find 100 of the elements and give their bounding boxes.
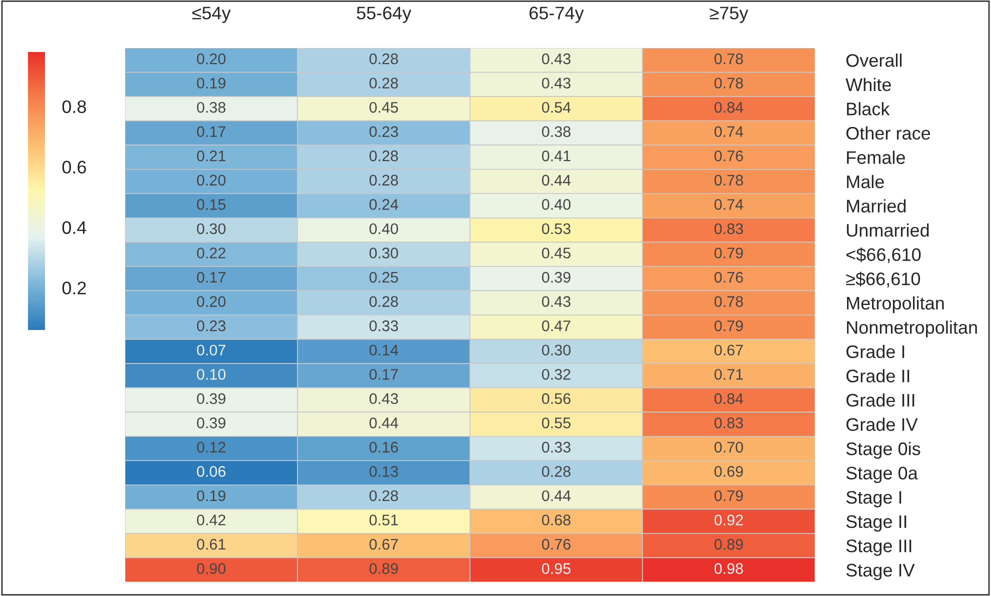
x-tick-label: ≤54y xyxy=(192,6,231,23)
color-bar-label: 0.4 xyxy=(62,221,86,234)
data-label: 0.17 xyxy=(196,126,226,138)
data-label: 0.79 xyxy=(714,490,743,502)
data-label: 0.39 xyxy=(196,393,226,404)
data-label: 0.90 xyxy=(196,563,226,574)
data-label: 0.79 xyxy=(714,248,743,258)
data-label: 0.17 xyxy=(196,272,226,283)
y-tick-label: Stage IV xyxy=(846,564,915,580)
data-label: 0.89 xyxy=(714,538,743,550)
data-label: 0.24 xyxy=(369,199,398,210)
data-label: 0.67 xyxy=(714,344,743,356)
data-label: 0.21 xyxy=(196,150,226,162)
color-bar-label: 0.6 xyxy=(62,160,86,174)
y-tick-label: Other race xyxy=(846,126,930,140)
data-label: 0.78 xyxy=(714,296,743,307)
data-label: 0.43 xyxy=(542,78,570,89)
data-label: 0.28 xyxy=(542,466,570,477)
data-label: 0.47 xyxy=(542,320,570,332)
data-label: 0.28 xyxy=(369,490,398,502)
data-label: 0.39 xyxy=(196,418,226,428)
data-label: 0.30 xyxy=(369,248,398,258)
data-label: 0.39 xyxy=(542,272,570,283)
data-label: 0.19 xyxy=(196,490,226,502)
data-label: 0.45 xyxy=(369,102,398,113)
data-label: 0.20 xyxy=(196,296,226,307)
data-label: 0.16 xyxy=(369,442,398,453)
data-label: 0.78 xyxy=(714,53,743,64)
data-label: 0.89 xyxy=(369,563,398,574)
y-tick-label: Metropolitan xyxy=(847,296,944,314)
data-label: 0.98 xyxy=(714,563,743,574)
data-label: 0.28 xyxy=(369,296,398,307)
data-label: 0.10 xyxy=(196,368,226,380)
data-label: 0.43 xyxy=(369,393,398,404)
y-tick-label: Grade II xyxy=(846,369,910,382)
data-label: 0.25 xyxy=(369,272,398,283)
data-label: 0.13 xyxy=(369,466,398,477)
data-label: 0.32 xyxy=(542,368,570,380)
y-tick-label: Nonmetropolitan xyxy=(847,320,977,338)
data-label: 0.28 xyxy=(369,53,398,64)
data-label: 0.51 xyxy=(369,514,398,526)
y-tick-label: Married xyxy=(847,199,906,212)
x-tick-label: 65-74y xyxy=(530,6,584,23)
y-tick-label: ≥$66,610 xyxy=(846,272,920,288)
y-tick-label: Overall xyxy=(846,54,902,67)
data-label: 0.84 xyxy=(714,393,744,404)
y-tick-label: Grade IV xyxy=(846,418,918,431)
y-tick-label: Stage I xyxy=(846,490,902,508)
data-label: 0.23 xyxy=(196,320,226,332)
data-label: 0.44 xyxy=(542,490,571,502)
data-label: 0.38 xyxy=(196,102,226,113)
data-label: 0.20 xyxy=(196,174,226,186)
y-tick-label: Black xyxy=(847,102,890,116)
y-tick-label: Grade III xyxy=(846,393,914,407)
data-label: 0.14 xyxy=(369,344,398,356)
data-label: 0.55 xyxy=(542,418,570,428)
data-label: 0.69 xyxy=(714,466,743,477)
data-label: 0.19 xyxy=(196,78,226,89)
y-tick-label: Female xyxy=(847,150,905,164)
data-label: 0.28 xyxy=(369,174,398,186)
data-label: 0.70 xyxy=(714,442,744,453)
data-label: 0.67 xyxy=(369,538,398,550)
data-label: 0.40 xyxy=(369,223,398,234)
data-label: 0.78 xyxy=(714,174,743,186)
data-label: 0.40 xyxy=(542,199,571,210)
data-label: 0.38 xyxy=(542,126,570,138)
x-tick-label: ≥75y xyxy=(710,6,748,23)
data-label: 0.22 xyxy=(196,248,226,258)
data-label: 0.42 xyxy=(196,514,226,526)
data-label: 0.28 xyxy=(369,78,398,89)
data-label: 0.15 xyxy=(196,199,226,210)
data-label: 0.95 xyxy=(542,563,570,574)
data-label: 0.61 xyxy=(196,538,226,550)
data-label: 0.33 xyxy=(542,442,570,453)
y-tick-label: Stage III xyxy=(846,540,912,556)
data-label: 0.83 xyxy=(714,223,743,234)
color-bar-label: 0.8 xyxy=(62,100,86,114)
x-tick-label: 55-64y xyxy=(356,6,412,23)
y-tick-label: Stage II xyxy=(846,515,906,532)
data-label: 0.68 xyxy=(542,514,570,526)
y-tick-label: White xyxy=(846,78,891,92)
data-label: 0.56 xyxy=(542,393,570,404)
y-tick-label: Stage 0is xyxy=(846,442,920,459)
data-label: 0.45 xyxy=(542,248,570,258)
data-label: 0.33 xyxy=(369,320,398,332)
data-label: 0.41 xyxy=(542,150,570,162)
data-label: 0.84 xyxy=(714,102,744,113)
data-label: 0.79 xyxy=(714,320,743,332)
data-label: 0.17 xyxy=(369,368,398,380)
y-tick-label: <$66,610 xyxy=(846,247,921,264)
data-label: 0.71 xyxy=(714,368,743,380)
data-label: 0.83 xyxy=(714,418,743,428)
data-label: 0.54 xyxy=(542,102,571,113)
data-label: 0.43 xyxy=(542,296,570,307)
y-tick-label: Stage 0a xyxy=(846,466,918,484)
data-label: 0.23 xyxy=(369,126,398,138)
data-label: 0.12 xyxy=(196,442,226,453)
data-label: 0.43 xyxy=(542,53,570,64)
color-bar-label: 0.2 xyxy=(62,282,86,294)
y-tick-label: Unmarried xyxy=(846,224,929,237)
